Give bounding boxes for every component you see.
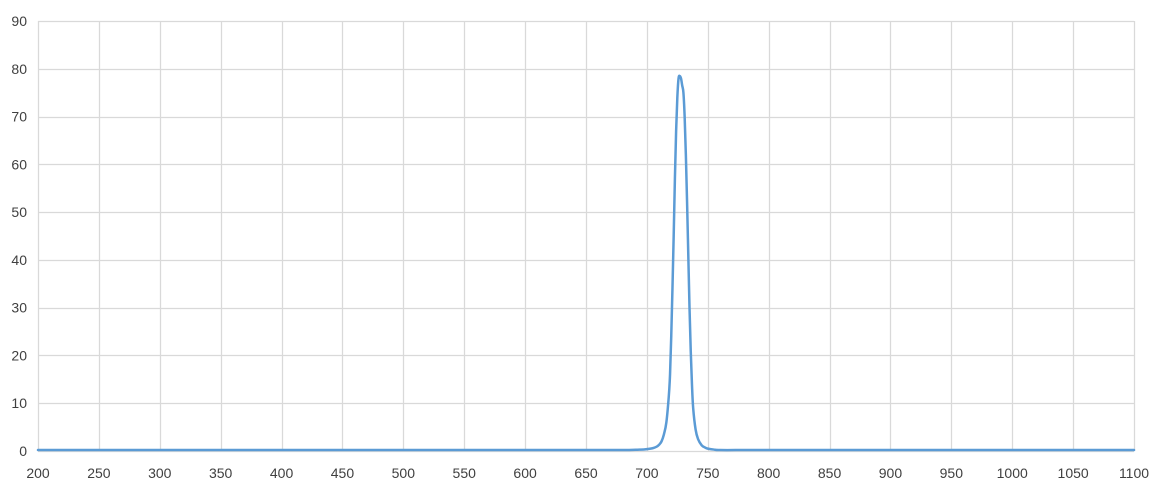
x-tick-label: 1000 [997,465,1028,481]
y-tick-label: 0 [19,443,27,459]
x-tick-label: 800 [757,465,781,481]
x-tick-label: 200 [26,465,50,481]
y-tick-label: 80 [11,61,27,77]
x-tick-label: 250 [87,465,111,481]
y-tick-label: 70 [11,109,27,125]
x-tick-label: 1100 [1119,465,1149,481]
y-tick-label: 10 [11,395,27,411]
x-tick-label: 600 [513,465,537,481]
y-tick-label: 30 [11,300,27,316]
x-tick-label: 500 [392,465,416,481]
x-tick-label: 950 [940,465,964,481]
x-tick-label: 850 [818,465,842,481]
x-tick-label: 550 [453,465,477,481]
y-tick-label: 40 [11,252,27,268]
x-tick-label: 900 [879,465,903,481]
x-tick-label: 1050 [1058,465,1089,481]
x-tick-label: 450 [331,465,355,481]
y-tick-label: 60 [11,156,27,172]
grid [37,20,1136,453]
y-tick-label: 20 [11,347,27,363]
x-tick-label: 650 [574,465,598,481]
x-tick-label: 400 [270,465,294,481]
series-layer [36,74,1136,452]
y-tick-label: 90 [11,13,27,29]
x-tick-label: 300 [148,465,172,481]
x-tick-label: 750 [696,465,720,481]
y-tick-label: 50 [11,204,27,220]
x-tick-label: 700 [635,465,659,481]
tick-labels: 200 250 300 350 400 450 500 550 600 650 700 750 800 8… [11,13,1149,481]
x-tick-label: 350 [209,465,233,481]
series-line [36,74,1136,452]
